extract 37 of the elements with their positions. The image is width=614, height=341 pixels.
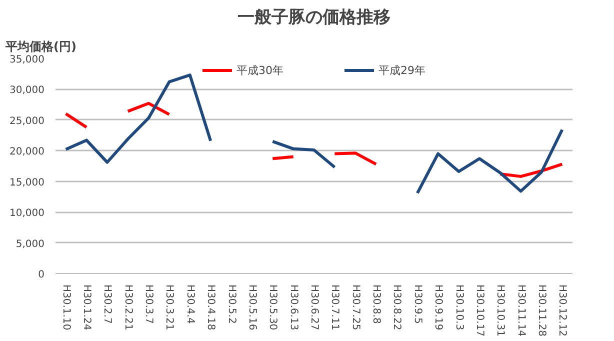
x-tick-label: H30.10.17: [474, 284, 485, 337]
x-tick-label: H30.12.12: [556, 284, 568, 337]
y-tick-label: 5,000: [16, 238, 45, 250]
y-axis-title: 平均価格(円): [4, 40, 76, 54]
x-tick-label: H30.6.27: [308, 284, 320, 330]
y-tick-label: 35,000: [10, 54, 45, 66]
y-tick-label: 30,000: [10, 85, 45, 96]
x-tick-label: H30.7.11: [329, 284, 340, 330]
x-tick-label: H30.1.10: [60, 284, 72, 330]
x-tick-label: H30.5.30: [267, 284, 278, 330]
x-tick-label: H30.6.13: [288, 284, 299, 330]
chart-title: 一般子豚の価格推移: [238, 8, 390, 28]
x-tick-label: H30.3.21: [164, 284, 175, 330]
x-tick-label: H30.4.4: [184, 284, 196, 324]
y-tick-label: 20,000: [10, 146, 45, 158]
x-tick-label: H30.5.16: [246, 284, 258, 330]
x-tick-label: H30.7.25: [350, 284, 361, 330]
x-tick-label: H30.11.28: [536, 284, 547, 337]
y-tick-label: 10,000: [10, 208, 45, 220]
x-tick-label: H30.8.22: [391, 284, 402, 330]
legend-label: 平成29年: [378, 62, 426, 78]
x-tick-label: H30.4.18: [205, 284, 216, 330]
y-tick-label: 15,000: [10, 177, 45, 188]
x-tick-label: H30.3.7: [143, 284, 154, 324]
x-tick-label: H30.11.14: [515, 284, 526, 337]
legend-label: 平成30年: [236, 62, 284, 78]
x-tick-label: H30.10.3: [453, 284, 464, 330]
x-tick-label: H30.5.2: [226, 284, 237, 324]
x-tick-label: H30.2.7: [102, 284, 113, 324]
x-tick-label: H30.2.21: [122, 284, 134, 330]
x-tick-label: H30.9.19: [432, 284, 444, 330]
y-tick-label: 25,000: [10, 116, 45, 127]
x-tick-label: H30.8.8: [370, 284, 382, 324]
x-tick-label: H30.1.24: [81, 284, 92, 330]
x-tick-label: H30.9.5: [412, 284, 423, 324]
x-tick-label: H30.10.31: [494, 284, 506, 337]
y-tick-label: 0: [38, 270, 45, 280]
